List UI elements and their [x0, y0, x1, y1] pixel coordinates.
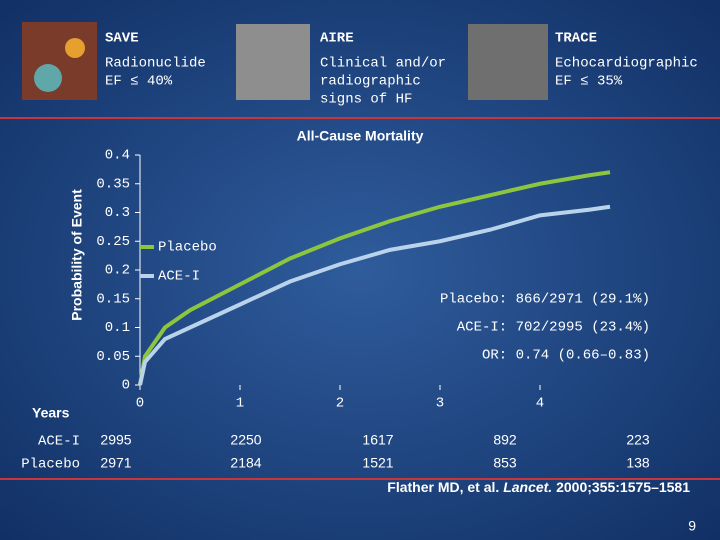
study-image — [468, 24, 548, 100]
study-description: EF ≤ 40% — [105, 74, 173, 90]
y-tick-label: 0.25 — [96, 234, 130, 250]
cell: 892 — [493, 432, 517, 448]
x-tick-label: 4 — [536, 396, 544, 412]
study-description: EF ≤ 35% — [555, 74, 623, 90]
annotation: Placebo: 866/2971 (29.1%) — [440, 292, 650, 308]
study-name: SAVE — [105, 31, 139, 47]
page-number: 9 — [688, 518, 696, 534]
y-tick-label: 0.05 — [96, 349, 130, 365]
x-tick-label: 0 — [136, 396, 144, 412]
study-description: Echocardiographic — [555, 56, 698, 72]
series-line — [138, 204, 611, 386]
study-image-detail — [34, 64, 62, 92]
y-tick-label: 0.35 — [96, 176, 130, 192]
legend-label: ACE-I — [158, 269, 200, 285]
x-tick-label: 2 — [336, 396, 344, 412]
y-tick-label: 0.3 — [105, 205, 130, 221]
study-name: TRACE — [555, 31, 597, 47]
annotation: OR: 0.74 (0.66–0.83) — [482, 348, 650, 364]
y-tick-label: 0.4 — [105, 148, 130, 164]
study-description: signs of HF — [320, 92, 412, 108]
study-image — [236, 24, 310, 100]
study-image — [22, 22, 97, 100]
series-line — [138, 170, 611, 386]
cell: 223 — [626, 432, 650, 448]
cell: 2184 — [230, 455, 261, 471]
study-name: AIRE — [320, 31, 354, 47]
study-description: radiographic — [320, 74, 421, 90]
chart-title: All-Cause Mortality — [297, 128, 424, 144]
cell: 2250 — [230, 432, 261, 448]
citation: Flather MD, et al. Lancet. 2000;355:1575… — [387, 479, 690, 495]
cell: 1521 — [362, 455, 393, 471]
study-description: Clinical and/or — [320, 56, 446, 72]
cell: 2971 — [100, 455, 131, 471]
citation-details: 2000;355:1575–1581 — [556, 479, 690, 495]
cell: 1617 — [362, 432, 393, 448]
legend-label: Placebo — [158, 240, 217, 256]
x-tick-label: 3 — [436, 396, 444, 412]
study-description: Radionuclide — [105, 56, 206, 72]
cell: 138 — [626, 455, 650, 471]
x-tick-label: 1 — [236, 396, 244, 412]
row-label: ACE-I — [38, 434, 80, 450]
y-tick-label: 0.15 — [96, 291, 130, 307]
row-label: Placebo — [21, 457, 80, 473]
y-tick-label: 0.1 — [105, 320, 130, 336]
cell: 853 — [493, 455, 517, 471]
y-tick-label: 0.2 — [105, 263, 130, 279]
annotation: ACE-I: 702/2995 (23.4%) — [457, 320, 650, 336]
cell: 2995 — [100, 432, 131, 448]
y-axis-label: Probability of Event — [69, 189, 85, 321]
citation-journal: Lancet. — [503, 479, 552, 495]
citation-authors: Flather MD, et al. — [387, 479, 499, 495]
y-tick-label: 0 — [122, 378, 130, 394]
table-title: Years — [32, 405, 70, 421]
study-image-detail — [65, 38, 85, 58]
